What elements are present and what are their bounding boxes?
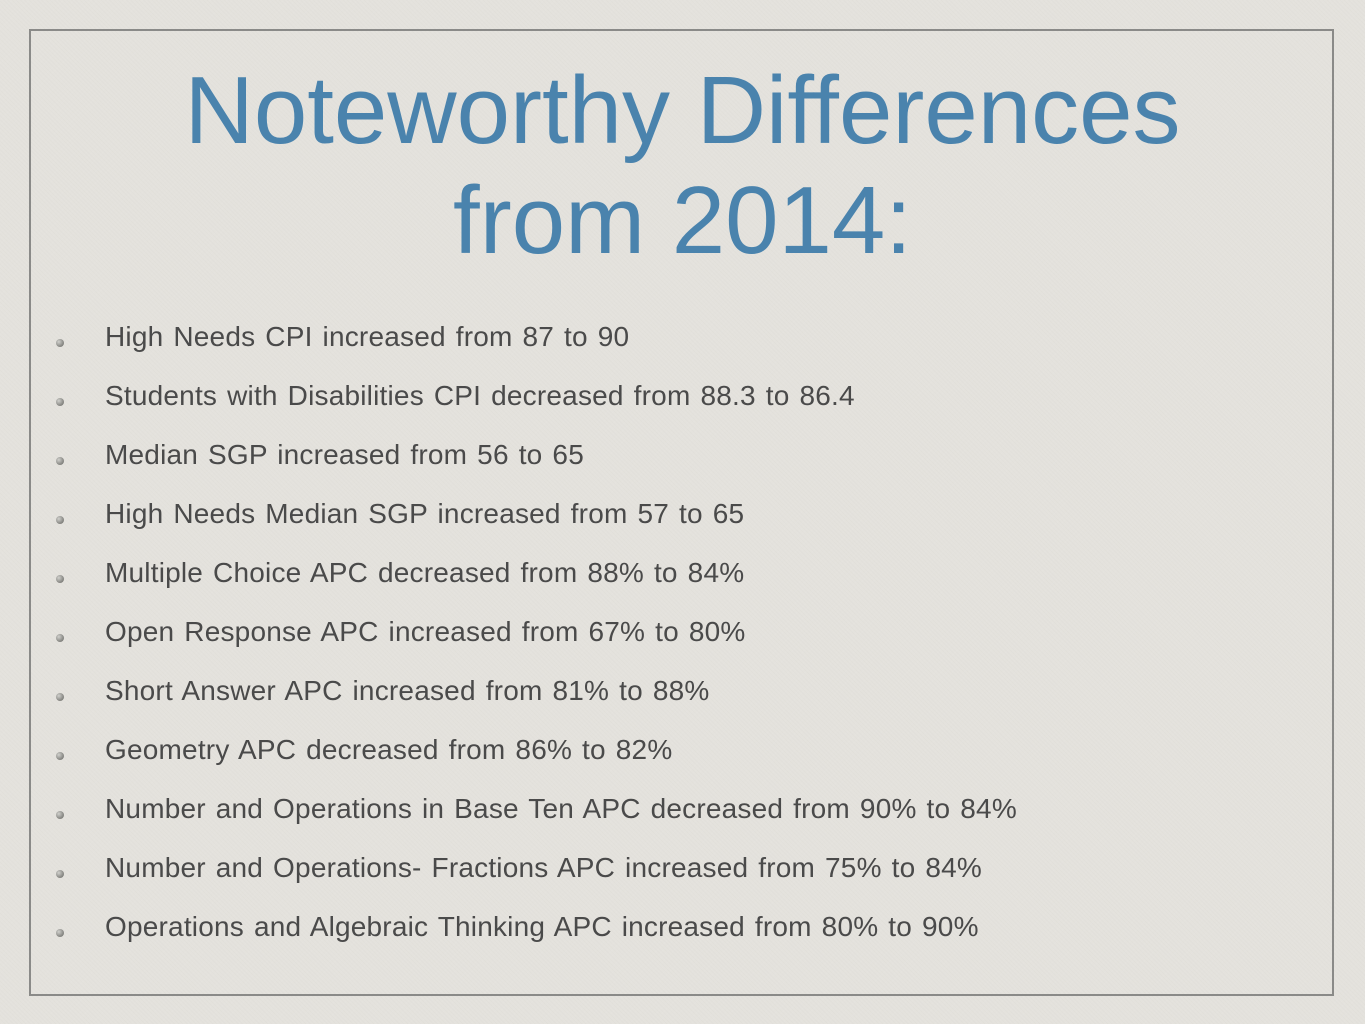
bullet-dot-icon (56, 575, 64, 583)
slide-title-line-2: from 2014: (453, 167, 912, 274)
bullet-text: Operations and Algebraic Thinking APC in… (105, 911, 979, 942)
bullet-item: High Needs Median SGP increased from 57 … (0, 484, 1017, 543)
bullet-text: Median SGP increased from 56 to 65 (105, 439, 584, 470)
bullet-dot-icon (56, 398, 64, 406)
bullet-item: Number and Operations in Base Ten APC de… (0, 779, 1017, 838)
bullet-text: Number and Operations in Base Ten APC de… (105, 793, 1017, 824)
slide-title-line-1: Noteworthy Differences (184, 57, 1181, 164)
bullet-dot-icon (56, 457, 64, 465)
bullet-item: Geometry APC decreased from 86% to 82% (0, 720, 1017, 779)
bullet-text: Short Answer APC increased from 81% to 8… (105, 675, 710, 706)
bullet-dot-icon (56, 693, 64, 701)
bullet-dot-icon (56, 752, 64, 760)
bullet-text: Geometry APC decreased from 86% to 82% (105, 734, 673, 765)
bullet-item: Open Response APC increased from 67% to … (0, 602, 1017, 661)
slide-title: Noteworthy Differences from 2014: (0, 56, 1365, 276)
bullet-dot-icon (56, 516, 64, 524)
bullet-dot-icon (56, 870, 64, 878)
bullet-item: Median SGP increased from 56 to 65 (0, 425, 1017, 484)
bullet-text: Multiple Choice APC decreased from 88% t… (105, 557, 745, 588)
slide-frame (29, 29, 1334, 996)
bullet-text: Number and Operations- Fractions APC inc… (105, 852, 983, 883)
bullet-item: Short Answer APC increased from 81% to 8… (0, 661, 1017, 720)
bullet-text: Students with Disabilities CPI decreased… (105, 380, 855, 411)
bullet-item: Multiple Choice APC decreased from 88% t… (0, 543, 1017, 602)
bullet-dot-icon (56, 811, 64, 819)
bullet-text: Open Response APC increased from 67% to … (105, 616, 746, 647)
bullet-text: High Needs CPI increased from 87 to 90 (105, 321, 630, 352)
bullet-item: High Needs CPI increased from 87 to 90 (0, 307, 1017, 366)
bullet-text: High Needs Median SGP increased from 57 … (105, 498, 745, 529)
bullet-list: High Needs CPI increased from 87 to 90 S… (0, 307, 1017, 956)
bullet-dot-icon (56, 634, 64, 642)
bullet-item: Number and Operations- Fractions APC inc… (0, 838, 1017, 897)
bullet-dot-icon (56, 929, 64, 937)
bullet-item: Students with Disabilities CPI decreased… (0, 366, 1017, 425)
bullet-dot-icon (56, 339, 64, 347)
bullet-item: Operations and Algebraic Thinking APC in… (0, 897, 1017, 956)
